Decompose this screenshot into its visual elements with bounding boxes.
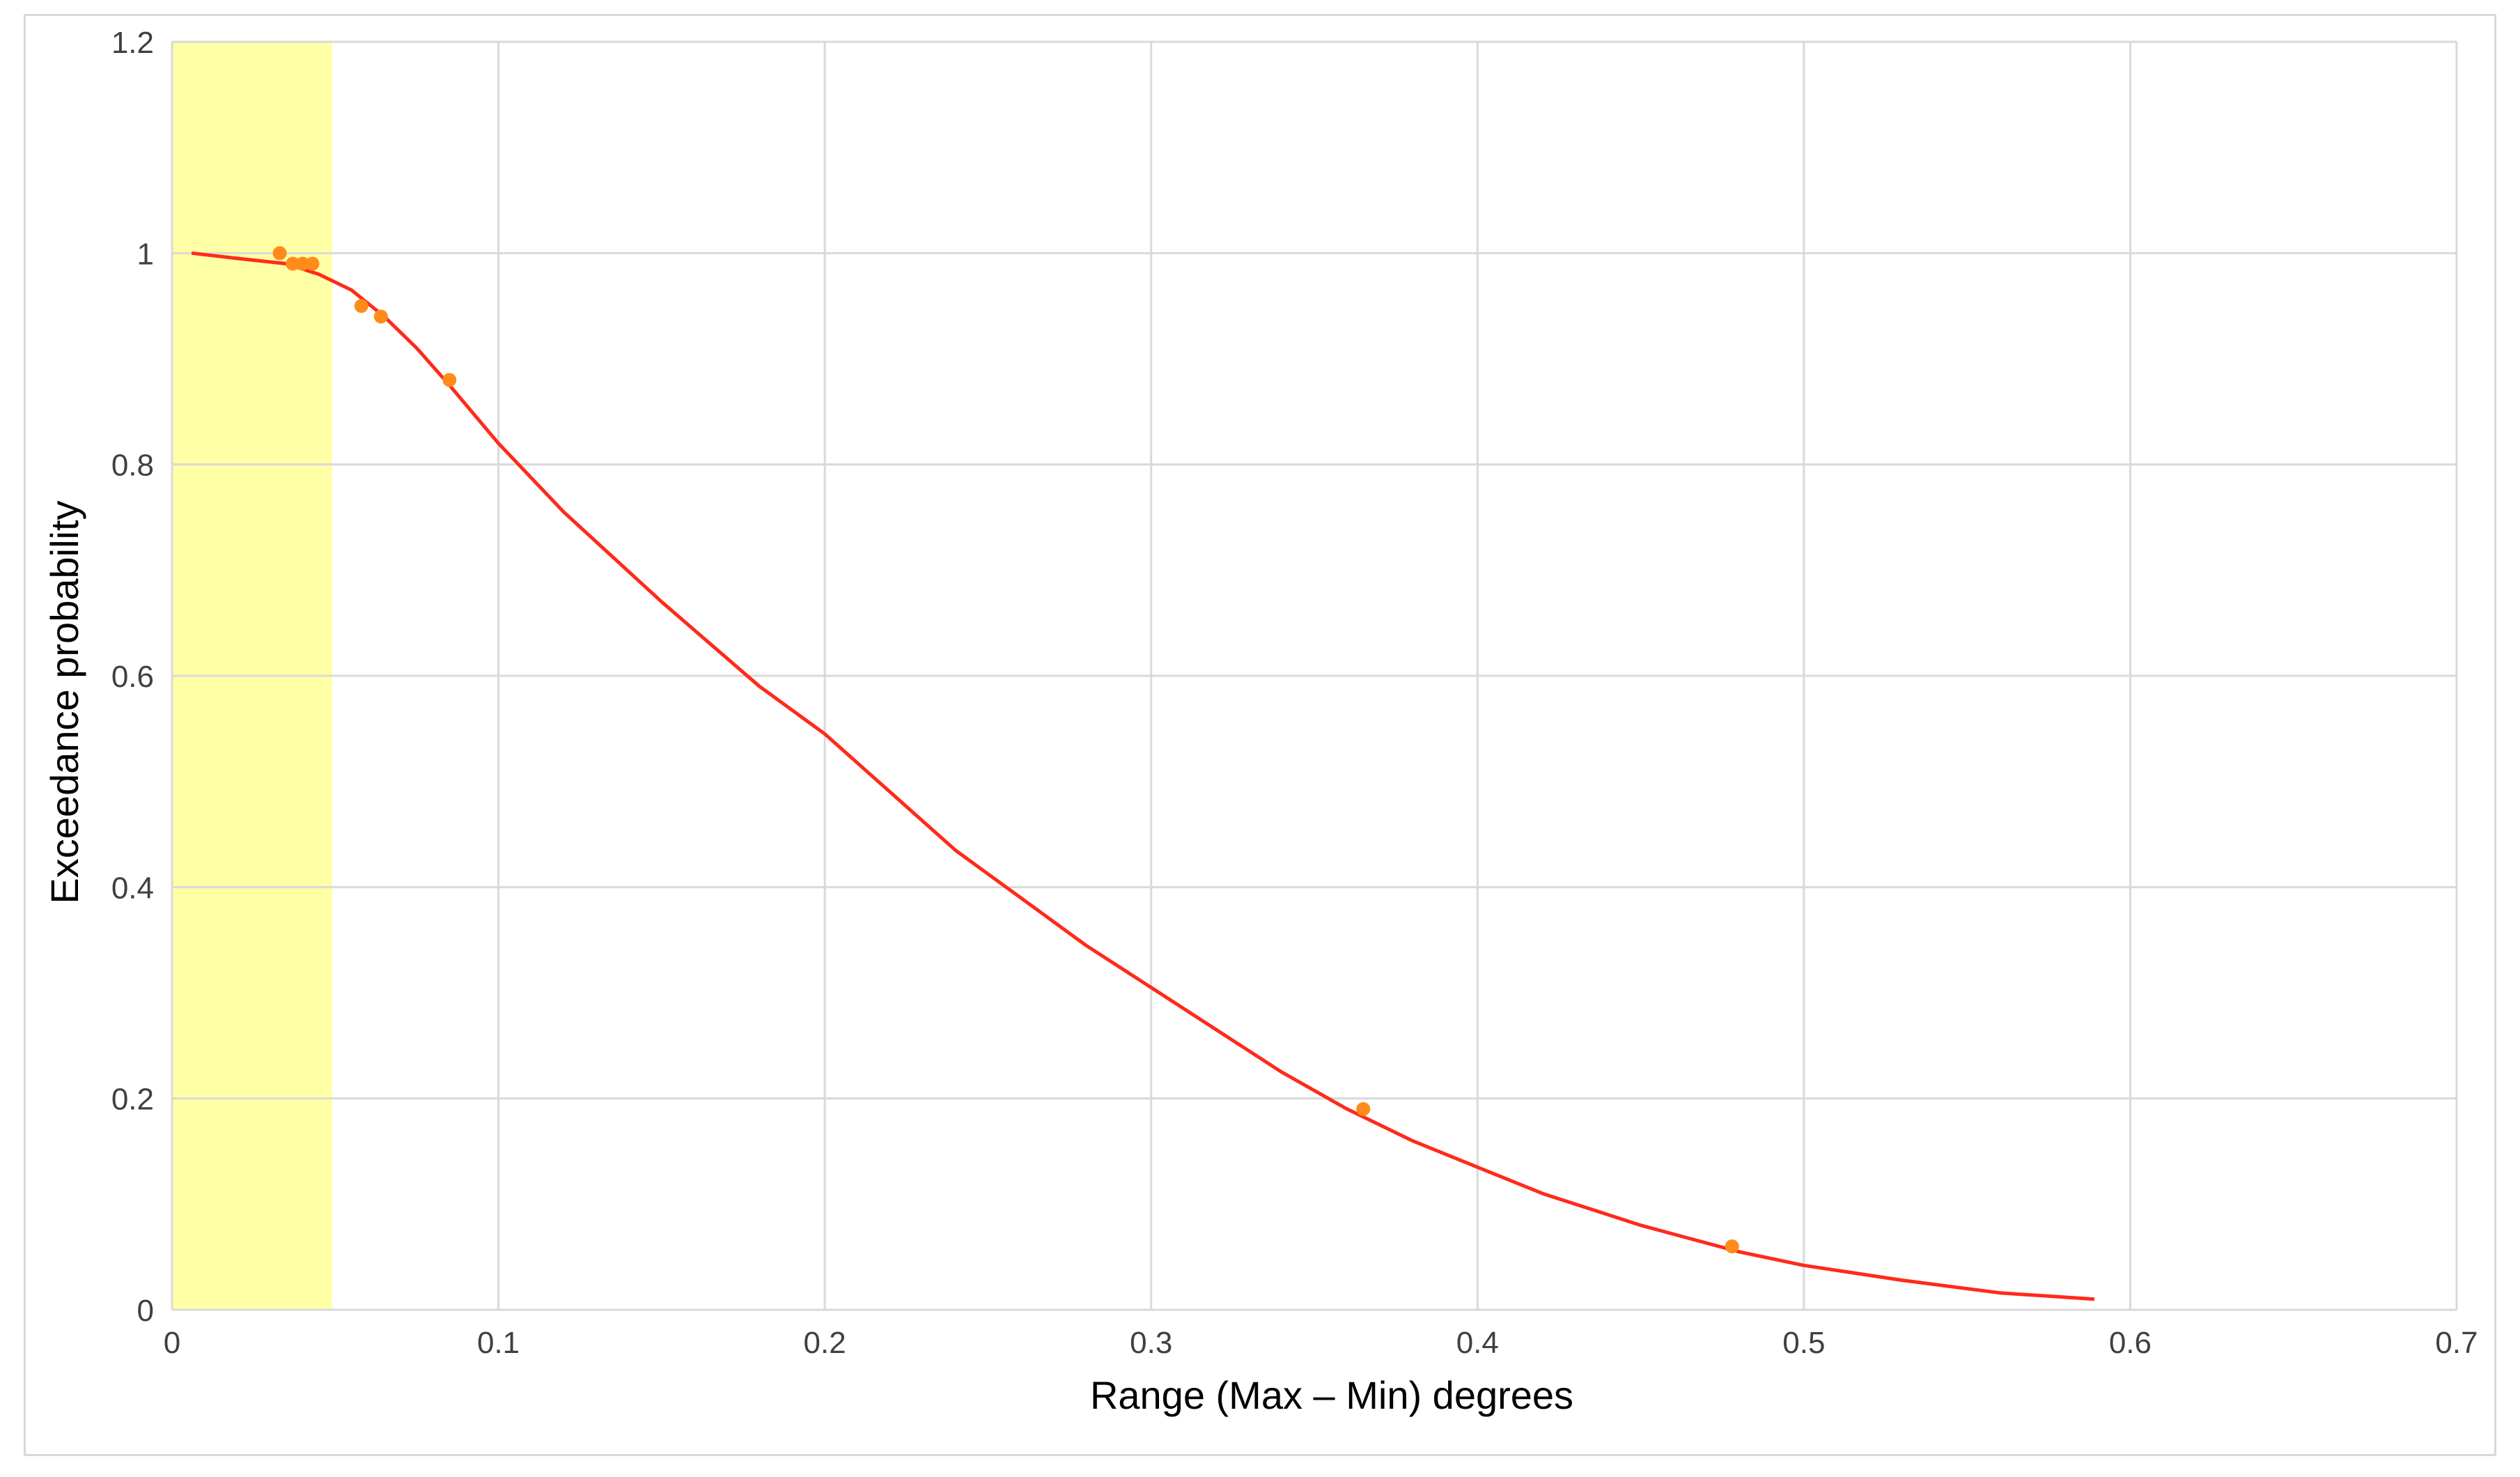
data-point	[1725, 1239, 1739, 1253]
y-tick-label: 1	[137, 237, 154, 271]
fitted-curve	[191, 251, 2095, 1301]
x-tick-label: 0.2	[804, 1326, 846, 1360]
data-point	[286, 256, 300, 271]
data-points-layer	[272, 246, 1739, 1253]
y-tick-label: 0.4	[111, 871, 154, 905]
x-tick-label: 0.1	[477, 1326, 520, 1360]
y-tick-label: 0	[137, 1294, 154, 1328]
x-tick-label: 0.7	[2435, 1326, 2478, 1360]
fitted-curve-layer	[191, 251, 2095, 1301]
x-tick-label: 0.4	[1456, 1326, 1499, 1360]
data-point	[354, 299, 368, 314]
x-tick-label: 0.3	[1130, 1326, 1172, 1360]
data-point	[295, 256, 310, 271]
data-point	[373, 309, 388, 324]
data-point	[1356, 1101, 1371, 1116]
data-point	[442, 373, 457, 387]
y-tick-label: 1.2	[111, 26, 154, 60]
chart-frame	[24, 14, 2496, 1456]
y-axis-title: Exceedance probability	[42, 500, 86, 904]
x-tick-label: 0	[164, 1326, 180, 1360]
x-tick-labels: 0 0.1 0.2 0.3 0.4 0.5 0.6 0.7	[164, 1326, 2478, 1360]
y-tick-label: 0.2	[111, 1083, 154, 1117]
y-tick-label: 0.6	[111, 660, 154, 694]
x-axis-title: Range (Max – Min) degrees	[1090, 1373, 1573, 1417]
gridlines	[171, 40, 2458, 1311]
data-point	[272, 246, 287, 261]
x-tick-label: 0.5	[1782, 1326, 1825, 1360]
data-point	[305, 256, 320, 271]
x-tick-label: 0.6	[2109, 1326, 2152, 1360]
y-tick-label: 0.8	[111, 449, 154, 483]
y-tick-labels: 0 0.2 0.4 0.6 0.8 1 1.2	[111, 26, 154, 1328]
